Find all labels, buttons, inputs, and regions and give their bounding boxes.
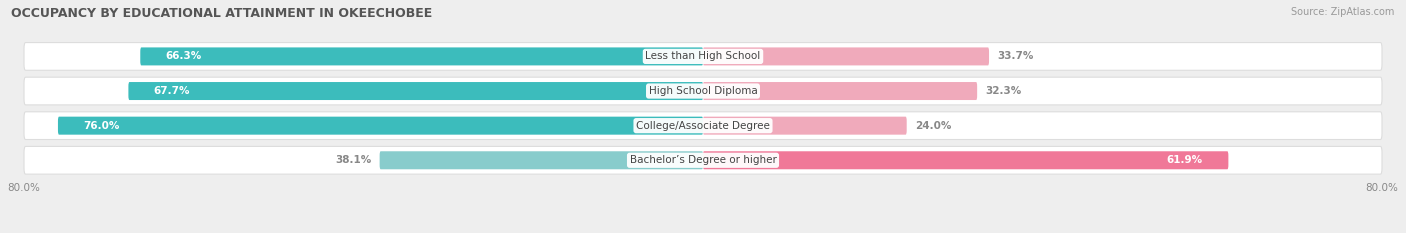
FancyBboxPatch shape <box>703 117 907 135</box>
Text: 32.3%: 32.3% <box>986 86 1022 96</box>
Text: 66.3%: 66.3% <box>166 51 202 62</box>
FancyBboxPatch shape <box>24 146 1382 174</box>
FancyBboxPatch shape <box>128 82 703 100</box>
Text: Less than High School: Less than High School <box>645 51 761 62</box>
FancyBboxPatch shape <box>24 43 1382 70</box>
Text: College/Associate Degree: College/Associate Degree <box>636 121 770 131</box>
Text: 76.0%: 76.0% <box>83 121 120 131</box>
Text: 67.7%: 67.7% <box>153 86 190 96</box>
Text: 33.7%: 33.7% <box>997 51 1033 62</box>
FancyBboxPatch shape <box>24 77 1382 105</box>
FancyBboxPatch shape <box>703 82 977 100</box>
FancyBboxPatch shape <box>141 47 703 65</box>
Text: 24.0%: 24.0% <box>915 121 952 131</box>
FancyBboxPatch shape <box>703 47 988 65</box>
FancyBboxPatch shape <box>58 117 703 135</box>
Text: OCCUPANCY BY EDUCATIONAL ATTAINMENT IN OKEECHOBEE: OCCUPANCY BY EDUCATIONAL ATTAINMENT IN O… <box>11 7 433 20</box>
Text: 38.1%: 38.1% <box>335 155 371 165</box>
Text: Bachelor’s Degree or higher: Bachelor’s Degree or higher <box>630 155 776 165</box>
Text: 61.9%: 61.9% <box>1167 155 1204 165</box>
Text: Source: ZipAtlas.com: Source: ZipAtlas.com <box>1291 7 1395 17</box>
Text: High School Diploma: High School Diploma <box>648 86 758 96</box>
FancyBboxPatch shape <box>380 151 703 169</box>
FancyBboxPatch shape <box>703 151 1229 169</box>
FancyBboxPatch shape <box>24 112 1382 140</box>
